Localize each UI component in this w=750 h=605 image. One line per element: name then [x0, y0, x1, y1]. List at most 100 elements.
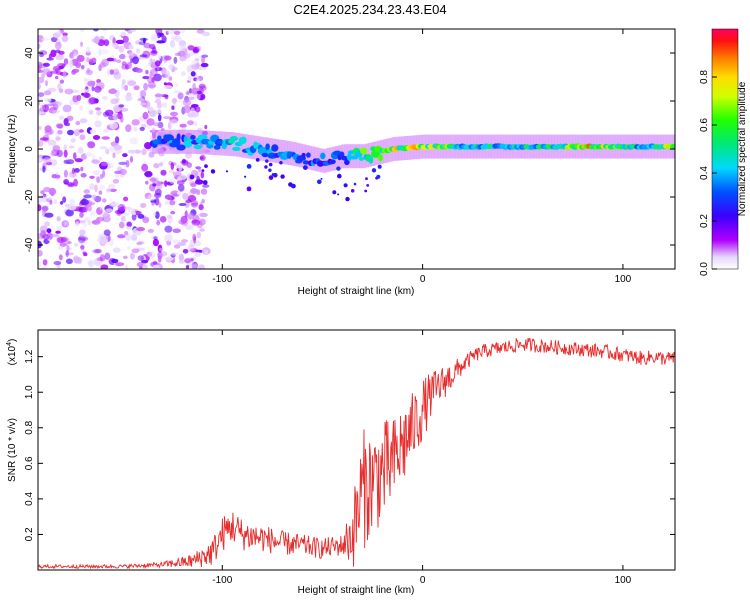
noise-blob [84, 204, 88, 213]
noise-blob [196, 95, 201, 100]
noise-blob [177, 242, 187, 246]
noise-blob [119, 53, 126, 60]
noise-blob [42, 234, 51, 240]
noise-blob [191, 104, 199, 108]
noise-blob [95, 217, 101, 224]
band-cell [221, 142, 227, 150]
noise-blob [164, 201, 170, 205]
spectrogram-plot-area [38, 29, 675, 269]
noise-blob [111, 258, 119, 264]
noise-blob [38, 83, 41, 90]
noise-blob [143, 42, 151, 49]
noise-blob [130, 29, 137, 33]
noise-blob [101, 136, 110, 140]
noise-blob [164, 256, 174, 262]
noise-blob [123, 255, 128, 260]
band-cell [358, 156, 364, 161]
noise-blob [38, 69, 44, 73]
noise-blob [131, 234, 138, 241]
noise-blob [89, 183, 95, 191]
noise-blob [55, 230, 61, 234]
noise-blob [199, 67, 207, 71]
noise-blob [125, 226, 131, 230]
noise-blob [74, 242, 78, 247]
snr-scale-label: (x104) [6, 339, 18, 366]
noise-blob [157, 114, 162, 122]
noise-blob [154, 93, 164, 98]
noise-blob [169, 178, 176, 184]
noise-blob [79, 134, 86, 141]
band-speck [246, 186, 252, 192]
noise-blob [171, 105, 175, 110]
noise-blob [107, 183, 116, 189]
noise-blob [152, 264, 160, 269]
noise-blob [57, 101, 62, 107]
band-halo [179, 129, 183, 154]
noise-blob [131, 248, 140, 254]
noise-blob [186, 91, 190, 95]
noise-blob [130, 252, 135, 260]
noise-blob [157, 101, 162, 109]
noise-blob [83, 61, 87, 68]
noise-blob [164, 180, 168, 187]
noise-blob [82, 92, 90, 98]
snr-y-ticks: 0.2 0.4 0.6 0.8 1.0 1.2 [24, 349, 675, 541]
noise-blob [147, 194, 156, 201]
noise-blob [87, 141, 96, 149]
band-speck [268, 162, 273, 167]
band-cell [360, 147, 368, 155]
noise-blob [137, 97, 145, 102]
noise-blob [194, 58, 200, 62]
band-speck [303, 165, 308, 171]
noise-blob [185, 265, 190, 269]
noise-blob [38, 42, 41, 50]
signal-band [149, 129, 675, 202]
noise-blob [179, 260, 185, 264]
noise-blob [144, 142, 152, 150]
noise-blob [129, 156, 134, 163]
band-cell [190, 135, 196, 140]
noise-blob [38, 61, 43, 69]
noise-blob [74, 168, 80, 173]
noise-blob [46, 228, 52, 234]
noise-blob [109, 69, 115, 75]
band-speck [343, 183, 348, 188]
noise-blob [112, 68, 120, 76]
noise-blob [154, 99, 162, 104]
noise-blob [195, 78, 201, 82]
band-speck [201, 169, 205, 172]
noise-blob [63, 149, 68, 158]
band-halo [320, 148, 324, 173]
noise-blob [56, 216, 61, 222]
noise-blob [120, 31, 126, 37]
noise-blob [199, 218, 206, 226]
noise-blob [178, 219, 186, 225]
noise-blob [80, 166, 84, 172]
noise-blob [72, 52, 78, 59]
noise-blob [181, 239, 189, 243]
noise-blob [70, 89, 80, 94]
noise-blob [112, 247, 121, 253]
band-cell [229, 135, 239, 142]
noise-blob [102, 95, 108, 101]
noise-blob [198, 83, 206, 89]
noise-blob [58, 88, 64, 94]
band-cell [232, 146, 241, 152]
noise-blob [191, 219, 201, 226]
noise-blob [85, 152, 93, 158]
noise-blob [39, 53, 44, 58]
band-speck [273, 172, 278, 178]
noise-blob [91, 159, 100, 164]
noise-blob [92, 194, 97, 200]
noise-blob [187, 96, 195, 101]
noise-blob [38, 157, 42, 163]
noise-blob [51, 174, 58, 179]
noise-blob [131, 211, 137, 216]
noise-blob [94, 184, 98, 193]
noise-blob [196, 231, 202, 239]
snr-x-axis-label: Height of straight line (km) [298, 585, 415, 596]
noise-blob [88, 259, 94, 268]
colorbar-tick-label: 0.8 [699, 70, 710, 84]
spectrogram-y-axis-label: Frequency (Hz) [7, 115, 18, 184]
noise-blob [176, 191, 182, 195]
